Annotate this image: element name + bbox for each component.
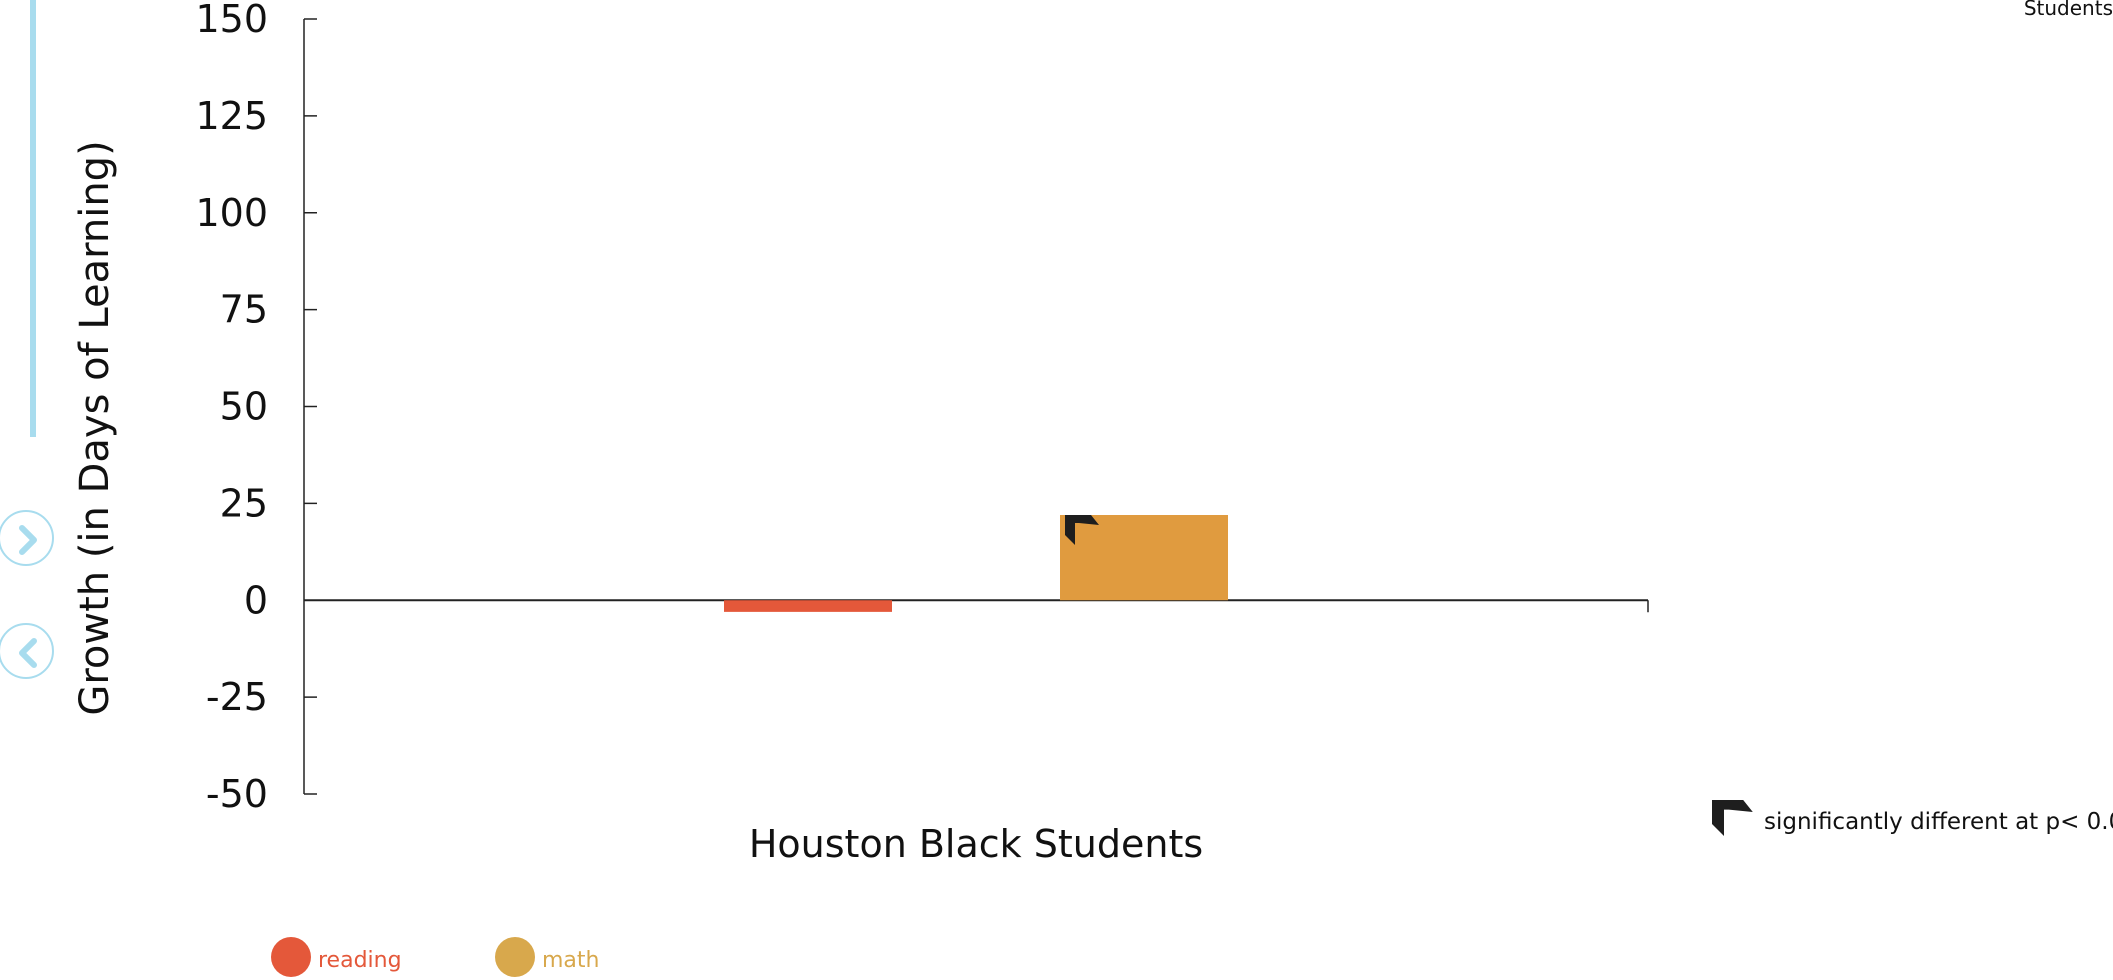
y-tick-label: 50 (220, 385, 268, 429)
legend-swatch-math (495, 937, 535, 977)
legend-label-reading: reading (318, 948, 402, 973)
y-tick-label: -25 (206, 675, 268, 719)
side-accent-line (30, 0, 36, 437)
y-tick-label: -50 (206, 772, 268, 816)
next-button[interactable] (0, 510, 54, 566)
bar-reading (724, 600, 892, 612)
y-tick-label: 25 (220, 481, 268, 525)
y-tick-label: 100 (195, 191, 268, 235)
chevron-left-icon (19, 638, 37, 668)
significance-note: significantly different at p< 0.05 (1764, 809, 2113, 835)
y-tick-label: 150 (195, 0, 268, 41)
x-category-label: Houston Black Students (749, 822, 1203, 866)
legend-swatch-reading (271, 937, 311, 977)
previous-button[interactable] (0, 623, 54, 679)
legend-label-math: math (542, 948, 599, 973)
y-tick-label: 125 (195, 94, 268, 138)
corner-label: Students (2023, 0, 2113, 20)
bar-math (1060, 515, 1228, 601)
significance-note-icon (1712, 800, 1753, 836)
y-tick-label: 0 (244, 578, 268, 622)
chevron-right-icon (19, 525, 37, 555)
y-tick-label: 75 (220, 288, 268, 332)
significance-marker-icon (1065, 515, 1099, 545)
y-axis-title: Growth (in Days of Learning) (72, 140, 118, 715)
